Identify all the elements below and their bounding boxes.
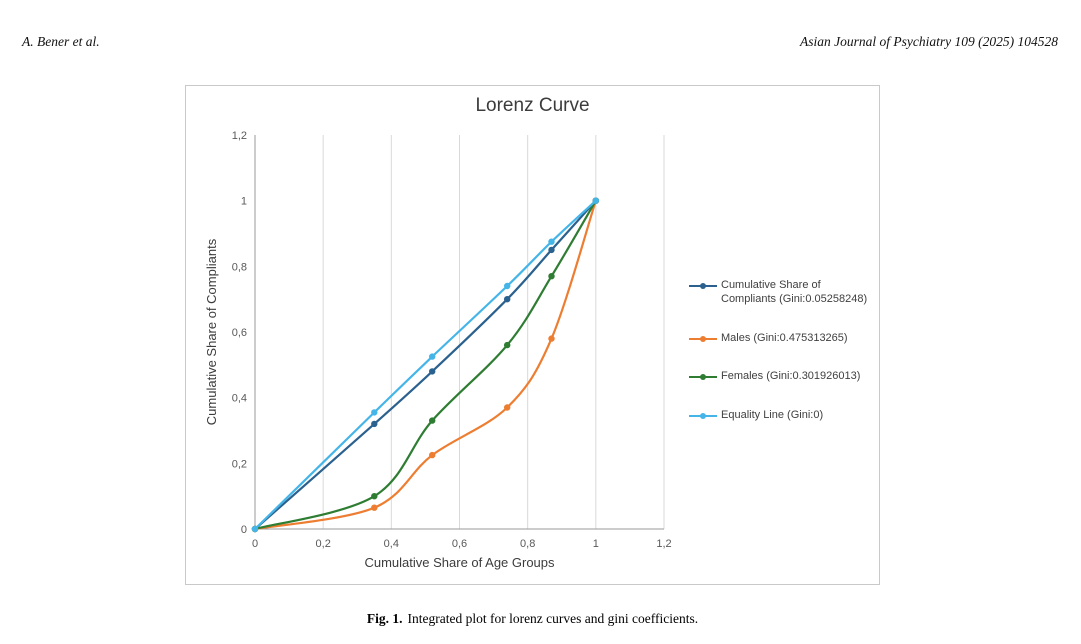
series-marker [504, 282, 511, 290]
x-tick-label: 0,4 [384, 538, 399, 550]
series-marker [429, 368, 436, 375]
lorenz-plot: 0 0,2 0,4 0,6 0,8 1 1,2 0 0,2 0,4 0,6 0,8 1 1,2 [232, 130, 672, 550]
series-line [253, 199, 597, 531]
x-tick-label: 0,6 [452, 538, 467, 550]
legend-label: Equality Line (Gini:0) [721, 409, 824, 421]
legend-item: Cumulative Share of Compliants (Gini:0.0… [689, 279, 869, 307]
y-tick-label: 1,2 [232, 130, 247, 142]
x-tick-label: 0,2 [316, 538, 331, 550]
y-tick-label: 0,4 [232, 393, 247, 405]
series-line [253, 199, 597, 531]
series-marker [371, 409, 378, 416]
legend-swatch-icon [689, 335, 717, 342]
y-tick-label: 1 [241, 196, 247, 208]
legend-label: Males (Gini:0.475313265) [721, 331, 848, 344]
legend-item: Equality Line (Gini:0) [689, 409, 869, 423]
y-tick-label: 0,8 [232, 261, 247, 273]
series-marker [371, 493, 378, 500]
series-marker [504, 341, 511, 349]
series-marker [504, 404, 511, 411]
x-tick-label: 1,2 [656, 538, 671, 550]
series-marker [548, 273, 555, 280]
series-marker [592, 197, 599, 204]
legend-swatch-icon [689, 413, 717, 419]
series-marker [371, 504, 378, 511]
legend-label: Females (Gini:0.301926013) [721, 370, 861, 383]
series-marker [429, 417, 436, 424]
figure-caption-label: Fig. 1. [366, 611, 403, 626]
figure-caption-text: Integrated plot for lorenz curves and gi… [407, 611, 699, 626]
series-marker [504, 296, 511, 303]
y-tick-label: 0,6 [232, 327, 247, 339]
series-marker [429, 353, 436, 360]
x-tick-label: 0,8 [520, 538, 535, 550]
y-tick-label: 0,2 [232, 458, 247, 470]
series-marker [251, 525, 259, 533]
header-journal: Asian Journal of Psychiatry 109 (2025) 1… [800, 34, 1058, 49]
header-author: A. Bener et al. [22, 34, 100, 49]
figure-caption: Fig. 1. Integrated plot for lorenz curves… [185, 611, 880, 627]
y-axis-label: Cumulative Share of Compliants [204, 238, 219, 426]
series-marker [371, 420, 378, 428]
legend: Cumulative Share of Compliants (Gini:0.0… [689, 279, 869, 423]
x-axis-label: Cumulative Share of Age Groups [364, 555, 555, 570]
y-tick-label: 0 [241, 524, 247, 536]
series-marker [548, 335, 555, 342]
legend-label: Cumulative Share of Compliants (Gini:0.0… [721, 279, 868, 305]
series-marker [429, 451, 436, 459]
figure-frame: Lorenz Curve 0 0,2 0,4 0,6 0,8 1 1,2 0 0,2 0,4 0,6… [185, 85, 880, 585]
x-tick-label: 0 [252, 538, 258, 550]
series-marker [548, 246, 555, 254]
chart-title: Lorenz Curve [475, 95, 590, 116]
legend-item: Males (Gini:0.475313265) [689, 332, 869, 346]
legend-swatch-icon [689, 374, 717, 381]
legend-swatch-icon [689, 283, 717, 289]
x-tick-label: 1 [593, 538, 599, 550]
series-marker [548, 238, 555, 245]
legend-item: Females (Gini:0.301926013) [689, 370, 869, 384]
